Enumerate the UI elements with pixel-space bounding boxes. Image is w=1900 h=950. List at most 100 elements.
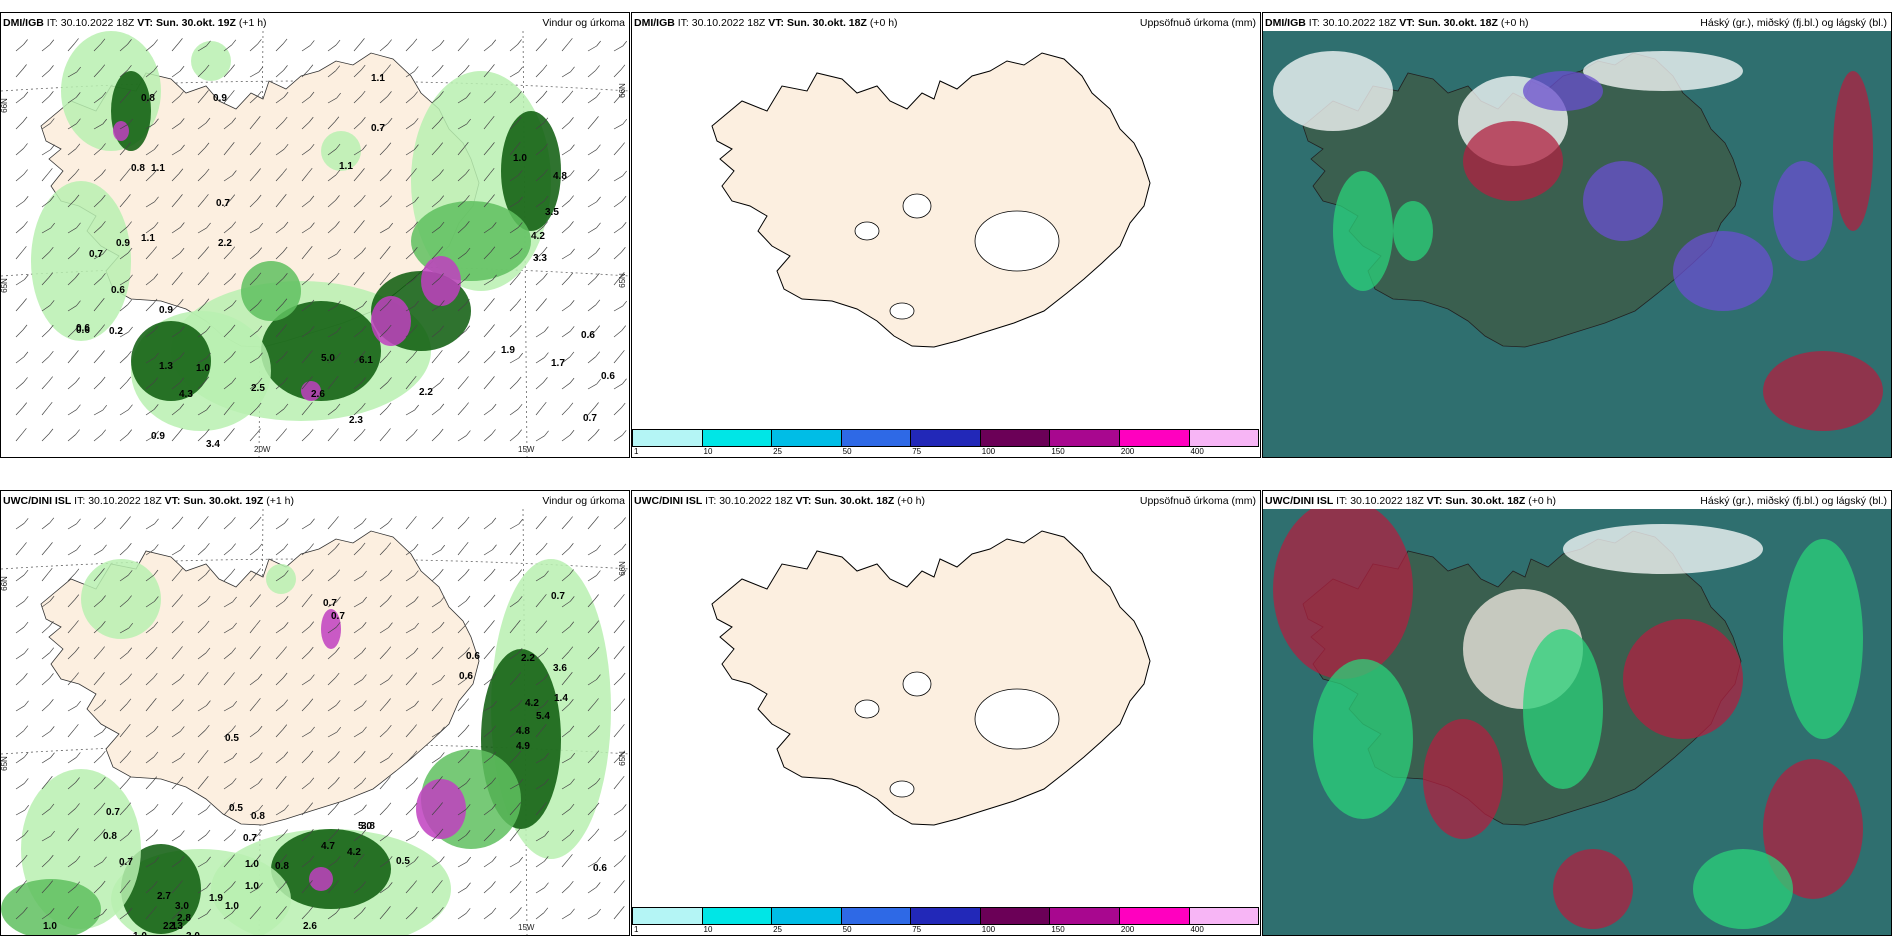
precip-value-label: 4.3 <box>179 389 193 400</box>
precip-area <box>309 867 333 891</box>
cloud-area <box>1463 121 1563 201</box>
glacier-vatnajokull <box>974 210 1060 272</box>
colorbar-tick-label: 75 <box>912 925 922 934</box>
panel-header: UWC/DINI ISL IT: 30.10.2022 18Z VT: Sun.… <box>3 495 625 507</box>
colorbar-tick-label: 150 <box>1051 447 1065 456</box>
colorbar-tick-label: 1 <box>634 447 639 456</box>
cloud-cover-map <box>1263 31 1891 457</box>
colorbar-tick-label: 1 <box>634 925 639 934</box>
colorbar-segment <box>840 429 912 447</box>
precip-colorbar-ticks: 1 10 25 50 75 100 150 200 400 <box>633 447 1259 457</box>
cloud-area <box>1583 161 1663 241</box>
colorbar-segment <box>1188 907 1260 925</box>
colorbar-segment <box>701 907 773 925</box>
precip-value-label: 0.7 <box>371 123 385 134</box>
precip-value-label: 0.5 <box>229 803 243 814</box>
lat-label-65n-right: 65N <box>617 751 627 766</box>
precip-value-label: 3.6 <box>553 663 567 674</box>
glacier-langjokull <box>902 193 932 219</box>
colorbar-tick-label: 100 <box>981 447 996 456</box>
precip-value-label: 0.7 <box>583 413 597 424</box>
iceland-land <box>711 52 1151 348</box>
precip-value-label: 3.0 <box>186 931 200 935</box>
precip-value-label: 1.1 <box>151 163 165 174</box>
colorbar-tick-label: 25 <box>773 447 783 456</box>
cloud-area <box>1623 619 1743 739</box>
precip-area <box>121 844 201 934</box>
lat-label-65n: 65N <box>1 756 9 771</box>
colorbar-tick-label: 400 <box>1190 447 1204 456</box>
glacier-vatnajokull <box>974 688 1060 750</box>
precip-value-label: 3.4 <box>206 439 220 450</box>
precip-value-label: 1.1 <box>371 73 385 84</box>
precip-area <box>81 559 161 639</box>
cloud-area <box>1423 719 1503 839</box>
panel-header: UWC/DINI ISL IT: 30.10.2022 18Z VT: Sun.… <box>1265 495 1887 507</box>
precip-area <box>416 779 466 839</box>
precip-value-label: 2.6 <box>311 389 325 400</box>
cloud-cover-map <box>1263 509 1891 935</box>
lat-label-65n: 65N <box>1 278 9 293</box>
precip-value-label: 0.6 <box>466 651 480 662</box>
precip-value-label: 2.1 <box>163 921 177 932</box>
colorbar-tick-label: 75 <box>912 447 922 456</box>
precip-value-label: 0.6 <box>459 671 473 682</box>
lon-label-15w: 15W <box>518 923 535 932</box>
colorbar-segment <box>1118 907 1190 925</box>
precip-value-label: 4.8 <box>516 726 530 737</box>
panel-wind-precip-uwc: UWC/DINI ISL IT: 30.10.2022 18Z VT: Sun.… <box>0 490 630 936</box>
precip-value-label: 0.7 <box>216 198 230 209</box>
precip-value-label: 4.7 <box>321 841 335 852</box>
colorbar-tick-label: 150 <box>1051 925 1065 934</box>
colorbar-segment <box>840 907 912 925</box>
precip-value-label: 1.9 <box>209 893 223 904</box>
lat-label-66n: 66N <box>1 576 9 591</box>
precip-value-label: 0.6 <box>111 285 125 296</box>
colorbar-segment <box>910 429 981 447</box>
precip-colorbar <box>632 907 1260 925</box>
precip-value-label: 5.0 <box>321 353 335 364</box>
precip-value-label: 1.1 <box>141 233 155 244</box>
cloud-area <box>1833 71 1873 231</box>
wind-precip-map: 0.7 2.2 3.6 1.4 4.2 5.4 4.8 4.9 0.6 0.7 0.5 0.8 0.7 4… <box>1 509 629 935</box>
cloud-area <box>1553 849 1633 929</box>
precip-colorbar-ticks: 1 10 25 50 75 100 150 200 400 <box>633 925 1259 935</box>
precip-value-label: 1.0 <box>43 921 57 932</box>
precip-value-label: 0.7 <box>331 611 345 622</box>
precip-value-label: 0.8 <box>141 93 155 104</box>
precip-value-label: 0.9 <box>151 431 165 442</box>
colorbar-tick-label: 10 <box>703 447 713 456</box>
precip-value-label: 0.6 <box>593 863 607 874</box>
lat-label-66n: 66N <box>1 98 9 113</box>
precip-value-label: 3.3 <box>533 253 547 264</box>
colorbar-segment <box>1049 429 1120 447</box>
precip-area <box>1 879 101 935</box>
precip-value-label: 0.9 <box>116 238 130 249</box>
cloud-area <box>1313 659 1413 819</box>
precip-value-label: 5.0 <box>358 821 372 832</box>
colorbar-tick-label: 200 <box>1120 925 1135 934</box>
panel-clouds-dmi: DMI/IGB IT: 30.10.2022 18Z VT: Sun. 30.o… <box>1262 12 1892 458</box>
accum-precip-map <box>632 31 1260 457</box>
precip-area <box>131 321 211 401</box>
precip-value-label: 1.0 <box>245 881 259 892</box>
precip-area <box>241 261 301 321</box>
colorbar-tick-label: 10 <box>703 925 713 934</box>
colorbar-tick-label: 200 <box>1120 447 1135 456</box>
precip-value-label: 0.8 <box>131 163 145 174</box>
precip-value-label: 0.7 <box>106 807 120 818</box>
precip-value-label: 1.0 <box>196 363 210 374</box>
colorbar-tick-label: 400 <box>1190 925 1204 934</box>
cloud-area <box>1393 201 1433 261</box>
cloud-area <box>1563 524 1763 574</box>
cloud-area <box>1273 51 1393 131</box>
accum-precip-map <box>632 509 1260 935</box>
panel-wind-precip-dmi: DMI/IGB IT: 30.10.2022 18Z VT: Sun. 30.o… <box>0 12 630 458</box>
colorbar-segment <box>701 429 773 447</box>
precip-value-label: 0.5 <box>225 733 239 744</box>
precip-value-label: 0.6 <box>76 323 90 334</box>
colorbar-tick-label: 100 <box>981 925 996 934</box>
precip-value-label: 0.7 <box>551 591 565 602</box>
precip-value-label: 2.3 <box>169 921 183 932</box>
precip-value-label: 2.7 <box>157 891 171 902</box>
